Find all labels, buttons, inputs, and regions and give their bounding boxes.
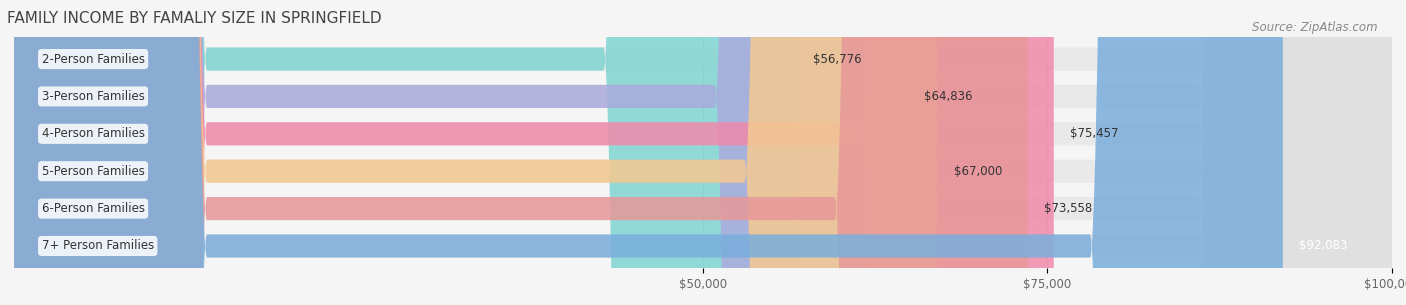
FancyBboxPatch shape: [14, 0, 1028, 305]
Text: 2-Person Families: 2-Person Families: [42, 52, 145, 66]
FancyBboxPatch shape: [14, 0, 1392, 305]
Text: $67,000: $67,000: [953, 165, 1002, 178]
Text: FAMILY INCOME BY FAMALIY SIZE IN SPRINGFIELD: FAMILY INCOME BY FAMALIY SIZE IN SPRINGF…: [7, 11, 382, 26]
Text: 7+ Person Families: 7+ Person Families: [42, 239, 153, 253]
Text: $73,558: $73,558: [1045, 202, 1092, 215]
Text: 4-Person Families: 4-Person Families: [42, 127, 145, 140]
Text: $75,457: $75,457: [1070, 127, 1119, 140]
FancyBboxPatch shape: [14, 0, 1392, 305]
Text: $92,083: $92,083: [1299, 239, 1348, 253]
Text: Source: ZipAtlas.com: Source: ZipAtlas.com: [1253, 21, 1378, 34]
FancyBboxPatch shape: [14, 0, 1053, 305]
FancyBboxPatch shape: [14, 0, 1282, 305]
Text: $64,836: $64,836: [924, 90, 973, 103]
FancyBboxPatch shape: [14, 0, 1392, 305]
Text: 5-Person Families: 5-Person Families: [42, 165, 145, 178]
FancyBboxPatch shape: [14, 0, 1392, 305]
FancyBboxPatch shape: [14, 0, 1392, 305]
Text: $56,776: $56,776: [813, 52, 862, 66]
FancyBboxPatch shape: [14, 0, 907, 305]
FancyBboxPatch shape: [14, 0, 938, 305]
Text: 3-Person Families: 3-Person Families: [42, 90, 145, 103]
Text: 6-Person Families: 6-Person Families: [42, 202, 145, 215]
FancyBboxPatch shape: [14, 0, 1392, 305]
FancyBboxPatch shape: [14, 0, 796, 305]
